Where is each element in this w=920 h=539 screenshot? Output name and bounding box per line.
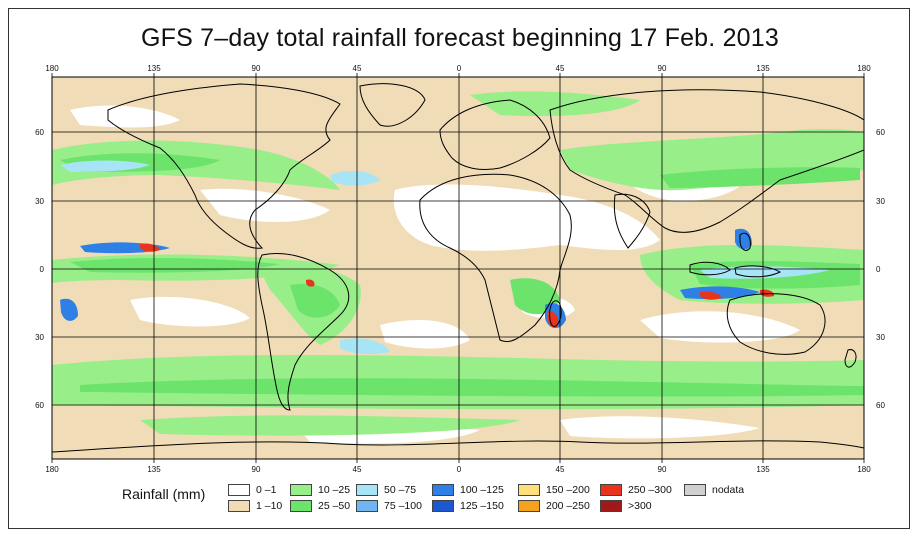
legend-label: 50 –75 <box>384 484 417 496</box>
map-border <box>51 76 865 460</box>
lon-label-top: 0 <box>457 64 462 73</box>
lon-label-bottom: 90 <box>252 465 261 474</box>
legend-label: 75 –100 <box>384 500 422 512</box>
figure-frame <box>8 8 910 529</box>
legend-label: 125 –150 <box>460 500 504 512</box>
legend-swatch <box>356 484 378 496</box>
lon-label-top: 45 <box>556 64 565 73</box>
lat-label-left: 0 <box>40 265 45 274</box>
lon-label-top: 135 <box>147 64 161 73</box>
legend-swatch <box>432 484 454 496</box>
legend-swatch <box>518 484 540 496</box>
lat-label-right: 30 <box>876 333 885 342</box>
india-outline <box>613 193 651 249</box>
legend-label: >300 <box>628 500 652 512</box>
lon-label-top: 45 <box>353 64 362 73</box>
lat-label-left: 60 <box>35 401 44 410</box>
lon-label-bottom: 90 <box>658 465 667 474</box>
greenland-outline <box>359 83 426 127</box>
bottom-longitude-labels: 180 135 90 45 0 45 90 135 180 <box>45 465 871 474</box>
legend-swatch <box>356 500 378 512</box>
lat-label-right: 0 <box>876 265 881 274</box>
legend-label: 0 –1 <box>256 484 277 496</box>
lon-label-bottom: 45 <box>353 465 362 474</box>
coastlines <box>52 83 864 453</box>
legend-label: 150 –200 <box>546 484 590 496</box>
lon-label-top: 180 <box>45 64 59 73</box>
lon-label-bottom: 135 <box>147 465 161 474</box>
legend-swatch <box>518 500 540 512</box>
lat-label-right: 30 <box>876 197 885 206</box>
legend-label: nodata <box>712 484 745 496</box>
legend-swatch <box>228 500 250 512</box>
top-longitude-labels: 180 135 90 45 0 45 90 135 180 <box>45 64 871 73</box>
lon-label-top: 90 <box>658 64 667 73</box>
legend-swatch <box>290 484 312 496</box>
lon-label-bottom: 45 <box>556 465 565 474</box>
lon-label-bottom: 0 <box>457 465 462 474</box>
lon-label-bottom: 135 <box>756 465 770 474</box>
lon-label-top: 135 <box>756 64 770 73</box>
asia-outline <box>549 89 864 233</box>
lat-label-right: 60 <box>876 128 885 137</box>
legend-label: 1 –10 <box>256 500 283 512</box>
legend-swatch <box>432 500 454 512</box>
tick-marks <box>51 73 865 463</box>
legend-swatch <box>228 484 250 496</box>
south-america-outline <box>257 252 350 411</box>
legend-label: 100 –125 <box>460 484 504 496</box>
graticule <box>52 77 864 459</box>
lat-label-left: 30 <box>35 333 44 342</box>
legend-swatch <box>600 500 622 512</box>
lon-label-top: 90 <box>252 64 261 73</box>
lat-label-left: 30 <box>35 197 44 206</box>
lat-label-left: 60 <box>35 128 44 137</box>
legend-label: 10 –25 <box>318 484 351 496</box>
africa-outline <box>419 173 572 343</box>
rain-50-75 <box>60 160 830 355</box>
left-latitude-labels: 60 30 0 30 60 <box>35 128 44 410</box>
lat-label-right: 60 <box>876 401 885 410</box>
north-america-outline <box>107 83 341 249</box>
rain-250-300 <box>140 243 775 328</box>
legend-swatch <box>684 484 706 496</box>
lon-label-top: 180 <box>857 64 871 73</box>
right-latitude-labels: 60 30 0 30 60 <box>876 128 885 410</box>
rain-75-125 <box>60 228 760 329</box>
indonesia-outline <box>689 232 782 278</box>
legend-title: Rainfall (mm) <box>122 486 206 502</box>
new-zealand-outline <box>844 349 857 368</box>
lon-label-bottom: 180 <box>45 465 59 474</box>
legend-label: 250 –300 <box>628 484 672 496</box>
legend-label: 25 –50 <box>318 500 351 512</box>
australia-outline <box>726 293 826 355</box>
legend-swatch <box>290 500 312 512</box>
legend-label: 200 –250 <box>546 500 590 512</box>
legend-swatch <box>600 484 622 496</box>
map-title: GFS 7–day total rainfall forecast beginn… <box>141 24 779 52</box>
madagascar-outline <box>549 300 562 327</box>
lon-label-bottom: 180 <box>857 465 871 474</box>
europe-outline <box>439 99 551 171</box>
antarctica-outline <box>52 440 864 453</box>
